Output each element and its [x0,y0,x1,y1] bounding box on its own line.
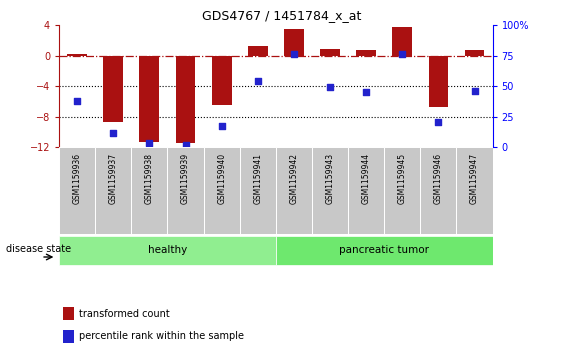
Bar [276,147,312,234]
Text: GDS4767 / 1451784_x_at: GDS4767 / 1451784_x_at [202,9,361,22]
Point [73,98,82,104]
Point [325,84,334,90]
Point [361,89,370,94]
Bar [421,147,457,234]
Text: GSM1159941: GSM1159941 [253,153,262,204]
Bar [464,50,485,56]
Bar [284,29,304,56]
Bar [59,236,276,265]
Bar [95,147,131,234]
Bar [348,147,384,234]
Bar [140,56,159,142]
Bar [104,56,123,122]
Bar [204,147,240,234]
Point [470,88,479,94]
Text: GSM1159942: GSM1159942 [289,153,298,204]
Text: GSM1159939: GSM1159939 [181,153,190,204]
Text: GSM1159943: GSM1159943 [325,153,334,204]
Bar [212,56,231,105]
Bar [384,147,421,234]
Bar [457,147,493,234]
Point [398,50,407,56]
Point [181,143,190,148]
Bar [320,49,340,56]
Point [109,130,118,136]
Bar [312,147,348,234]
Point [289,52,298,57]
Bar [248,46,268,56]
Text: transformed count: transformed count [79,309,169,319]
Bar [276,236,493,265]
Text: GSM1159936: GSM1159936 [73,153,82,204]
Bar [428,56,448,107]
Bar [64,307,74,320]
Point [434,119,443,125]
Text: disease state: disease state [6,244,71,254]
Bar [131,147,168,234]
Bar [67,54,87,56]
Bar [59,147,95,234]
Point [217,123,226,129]
Text: percentile rank within the sample: percentile rank within the sample [79,331,244,341]
Bar [392,27,412,56]
Text: healthy: healthy [148,245,187,256]
Text: pancreatic tumor: pancreatic tumor [339,245,429,256]
Text: GSM1159937: GSM1159937 [109,153,118,204]
Text: GSM1159945: GSM1159945 [398,153,407,204]
Bar [168,147,204,234]
Text: GSM1159946: GSM1159946 [434,153,443,204]
Text: GSM1159940: GSM1159940 [217,153,226,204]
Text: GSM1159947: GSM1159947 [470,153,479,204]
Text: GSM1159944: GSM1159944 [361,153,370,204]
Bar [176,56,195,143]
Point [253,78,262,84]
Text: GSM1159938: GSM1159938 [145,153,154,204]
Point [145,140,154,146]
Bar [64,330,74,343]
Bar [240,147,276,234]
Bar [356,50,376,56]
